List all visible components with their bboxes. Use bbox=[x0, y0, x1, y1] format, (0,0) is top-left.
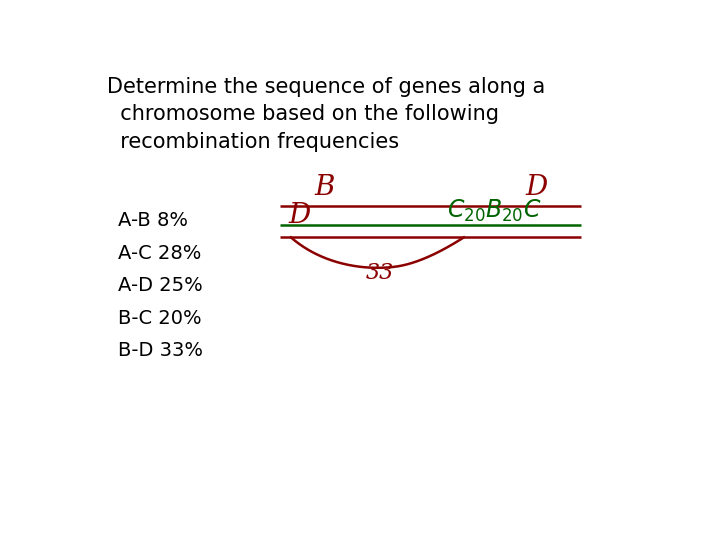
Text: D: D bbox=[288, 202, 310, 229]
Text: D: D bbox=[526, 174, 547, 201]
Text: A-D 25%: A-D 25% bbox=[118, 276, 202, 295]
Text: B: B bbox=[314, 174, 335, 201]
Text: B-D 33%: B-D 33% bbox=[118, 341, 203, 360]
Text: B-C 20%: B-C 20% bbox=[118, 308, 202, 328]
Text: A-C 28%: A-C 28% bbox=[118, 244, 202, 262]
Text: 33: 33 bbox=[366, 262, 395, 284]
Text: Determine the sequence of genes along a
  chromosome based on the following
  re: Determine the sequence of genes along a … bbox=[107, 77, 545, 152]
Text: A-B 8%: A-B 8% bbox=[118, 211, 188, 230]
Text: $\mathit{C_{20}B_{20}C}$: $\mathit{C_{20}B_{20}C}$ bbox=[447, 198, 542, 224]
